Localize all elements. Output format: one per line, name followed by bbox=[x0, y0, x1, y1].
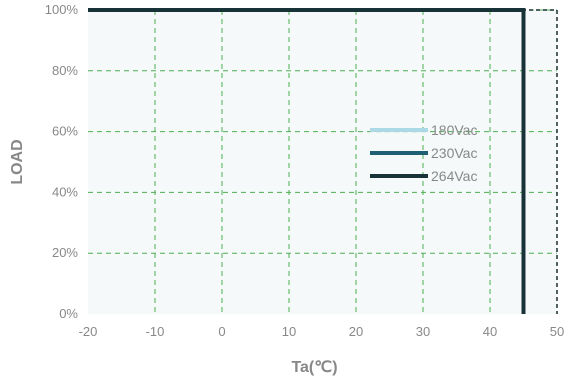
x-tick-label: 0 bbox=[218, 324, 225, 339]
series-line bbox=[88, 8, 526, 314]
y-tick-label: 80% bbox=[52, 63, 78, 78]
y-tick-label: 20% bbox=[52, 245, 78, 260]
x-tick-label: -20 bbox=[79, 324, 98, 339]
y-tick-label: 100% bbox=[45, 2, 79, 17]
x-axis-title: Ta(℃) bbox=[291, 359, 337, 376]
series-lines bbox=[88, 8, 526, 314]
x-tick-label: 10 bbox=[282, 324, 296, 339]
x-tick-label: -10 bbox=[146, 324, 165, 339]
y-tick-label: 0% bbox=[59, 306, 78, 321]
x-tick-label: 30 bbox=[416, 324, 430, 339]
legend: 180Vac 230Vac 264Vac bbox=[370, 122, 477, 184]
x-tick-label: 20 bbox=[349, 324, 363, 339]
y-tick-label: 60% bbox=[52, 124, 78, 139]
legend-label: 180Vac bbox=[431, 122, 477, 138]
plot-area bbox=[88, 10, 557, 314]
legend-label: 264Vac bbox=[431, 168, 477, 184]
y-tick-labels: 0% 20% 40% 60% 80% 100% bbox=[45, 2, 79, 321]
legend-label: 230Vac bbox=[431, 145, 477, 161]
x-tick-labels: -20 -10 0 10 20 30 40 50 bbox=[79, 324, 565, 339]
y-tick-label: 40% bbox=[52, 184, 78, 199]
y-axis-title: LOAD bbox=[9, 139, 26, 184]
x-tick-label: 40 bbox=[483, 324, 497, 339]
x-tick-label: 50 bbox=[550, 324, 564, 339]
